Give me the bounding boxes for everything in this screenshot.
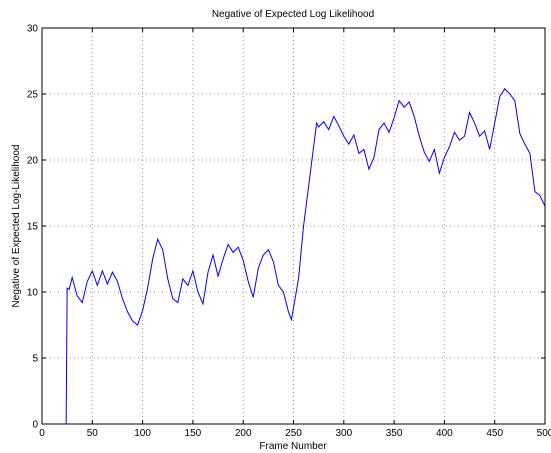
y-tick-label: 5 [32,354,38,365]
x-tick-label: 400 [436,428,453,439]
x-tick-label: 450 [486,428,503,439]
x-tick-label: 150 [185,428,202,439]
y-tick-label: 0 [32,420,38,431]
y-tick-label: 20 [27,156,39,167]
x-tick-label: 200 [235,428,252,439]
y-tick-label: 10 [27,288,39,299]
y-tick-label: 30 [27,24,39,35]
x-tick-label: 100 [134,428,151,439]
x-tick-label: 500 [537,428,551,439]
x-axis-label: Frame Number [259,441,327,452]
x-tick-label: 350 [386,428,403,439]
y-axis-label: Negative of Expected Log-Likelihood [11,145,22,308]
y-tick-label: 15 [27,222,39,233]
y-tick-label: 25 [27,90,39,101]
chart-title: Negative of Expected Log Likelihood [212,9,374,20]
x-tick-label: 300 [335,428,352,439]
data-line [42,87,546,425]
x-tick-label: 0 [39,428,45,439]
plot-frame [41,27,546,425]
x-tick-label: 250 [285,428,302,439]
x-tick-label: 50 [87,428,99,439]
